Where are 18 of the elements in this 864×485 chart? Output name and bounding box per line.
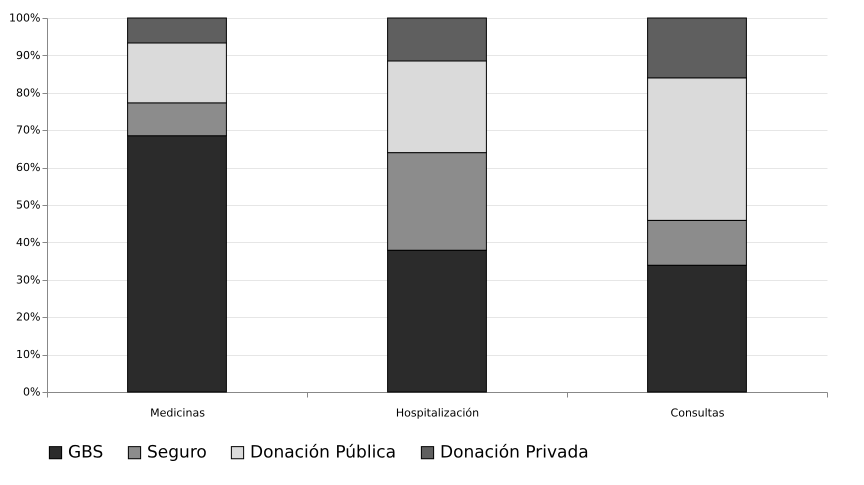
legend-label: GBS: [68, 442, 104, 463]
y-tick-label: 40%: [16, 236, 40, 249]
y-tick-label: 90%: [16, 48, 40, 62]
y-tick-label: 100%: [9, 12, 40, 24]
legend-label: Donación Privada: [440, 442, 589, 463]
legend-label: Donación Pública: [250, 442, 396, 463]
y-tick-label: 50%: [16, 198, 40, 212]
y-tick-label: 80%: [16, 86, 40, 100]
legend-label: Seguro: [147, 442, 207, 463]
y-tick-label: 30%: [16, 273, 40, 286]
y-tick-label: 10%: [16, 348, 40, 362]
x-tick-label: Hospitalización: [396, 406, 480, 420]
y-tick-label: 20%: [16, 310, 40, 324]
y-tick-label: 60%: [16, 161, 40, 174]
x-tick-label: Consultas: [670, 406, 725, 420]
y-tick-label: 0%: [23, 386, 40, 398]
y-tick-label: 70%: [16, 124, 40, 137]
x-tick-label: Medicinas: [150, 406, 206, 420]
